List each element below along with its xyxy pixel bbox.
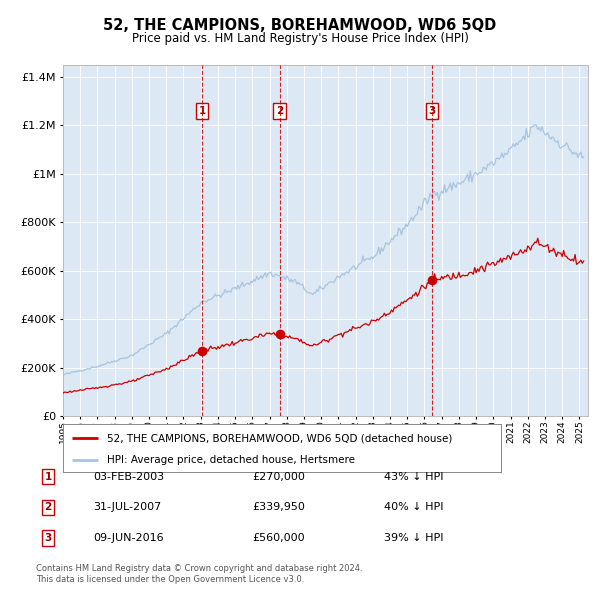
Text: 1: 1 (44, 472, 52, 481)
Text: This data is licensed under the Open Government Licence v3.0.: This data is licensed under the Open Gov… (36, 575, 304, 584)
Text: 3: 3 (44, 533, 52, 543)
Text: 52, THE CAMPIONS, BOREHAMWOOD, WD6 5QD (detached house): 52, THE CAMPIONS, BOREHAMWOOD, WD6 5QD (… (107, 433, 452, 443)
Text: £270,000: £270,000 (252, 472, 305, 481)
Text: £339,950: £339,950 (252, 503, 305, 512)
Text: 1: 1 (199, 106, 206, 116)
Text: HPI: Average price, detached house, Hertsmere: HPI: Average price, detached house, Hert… (107, 455, 355, 465)
Text: 03-FEB-2003: 03-FEB-2003 (93, 472, 164, 481)
Text: 39% ↓ HPI: 39% ↓ HPI (384, 533, 443, 543)
Text: £560,000: £560,000 (252, 533, 305, 543)
Text: 3: 3 (428, 106, 436, 116)
Text: Price paid vs. HM Land Registry's House Price Index (HPI): Price paid vs. HM Land Registry's House … (131, 32, 469, 45)
Text: Contains HM Land Registry data © Crown copyright and database right 2024.: Contains HM Land Registry data © Crown c… (36, 565, 362, 573)
Text: 43% ↓ HPI: 43% ↓ HPI (384, 472, 443, 481)
Text: 2: 2 (44, 503, 52, 512)
Text: 2: 2 (276, 106, 283, 116)
Text: 31-JUL-2007: 31-JUL-2007 (93, 503, 161, 512)
Text: 40% ↓ HPI: 40% ↓ HPI (384, 503, 443, 512)
Text: 09-JUN-2016: 09-JUN-2016 (93, 533, 164, 543)
Text: 52, THE CAMPIONS, BOREHAMWOOD, WD6 5QD: 52, THE CAMPIONS, BOREHAMWOOD, WD6 5QD (103, 18, 497, 32)
